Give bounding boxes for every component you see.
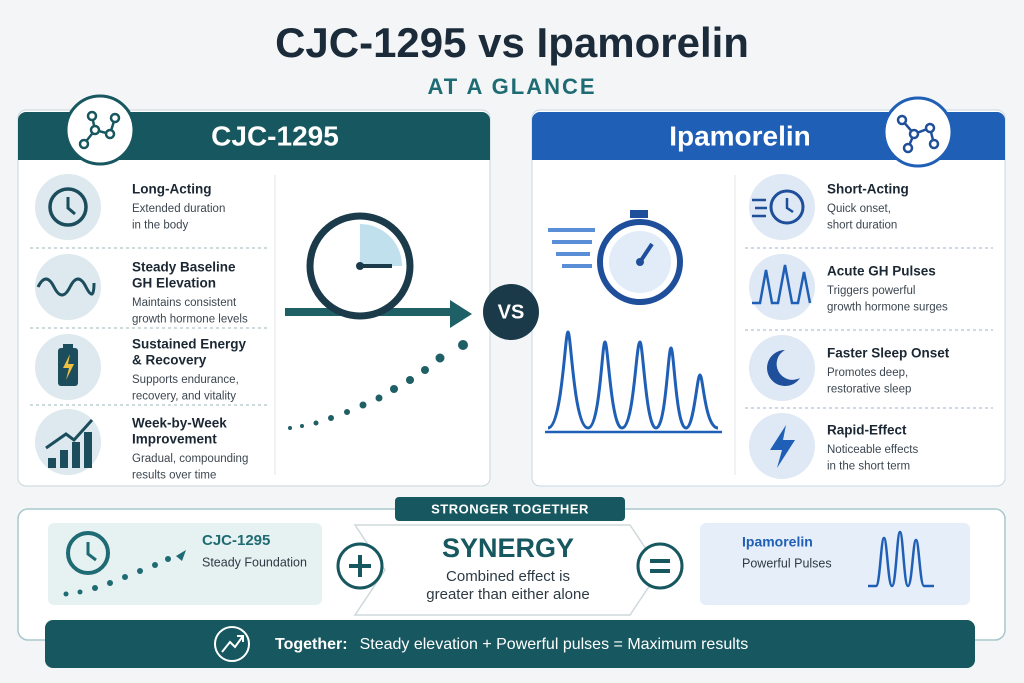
synergy-right-subtitle: Powerful Pulses xyxy=(742,556,832,570)
item-description: growth hormone surges xyxy=(827,302,948,314)
clock-illustration xyxy=(285,212,472,430)
footer-banner xyxy=(45,620,975,668)
synergy-left-icon xyxy=(63,531,186,597)
subtitle: AT A GLANCE xyxy=(427,74,596,99)
item-description: Quick onset, xyxy=(827,203,891,215)
badge-label: STRONGER TOGETHER xyxy=(431,501,589,516)
synergy-right-title: Ipamorelin xyxy=(742,534,813,550)
equals-icon xyxy=(636,542,684,590)
vs-badge xyxy=(483,284,539,340)
trend-icon xyxy=(214,626,250,662)
row-dividers xyxy=(30,247,270,406)
item-description: recovery, and vitality xyxy=(132,391,236,403)
left-icons xyxy=(35,174,101,475)
badge xyxy=(395,497,625,521)
item-description: Maintains consistent xyxy=(132,297,237,309)
panel-left-header xyxy=(18,112,490,160)
item-description: results over time xyxy=(132,470,216,482)
synergy-left-subtitle: Steady Foundation xyxy=(202,555,307,569)
equals xyxy=(650,559,670,573)
panel-title: Ipamorelin xyxy=(669,120,811,151)
item-title: Steady Baseline xyxy=(132,260,236,275)
molecule xyxy=(78,110,121,150)
item-description: in the body xyxy=(132,220,189,232)
item-description: in the short term xyxy=(827,461,910,473)
item-description: Extended duration xyxy=(132,203,225,215)
item-title: Rapid-Effect xyxy=(827,423,907,438)
synergy-chevron xyxy=(353,524,661,616)
item-title: Long-Acting xyxy=(132,182,211,197)
stopwatch-illustration xyxy=(545,210,722,434)
synergy-right-box xyxy=(700,523,970,605)
row-dividers xyxy=(745,247,993,409)
item-description: Promotes deep, xyxy=(827,367,908,379)
synergy-line: greater than either alone xyxy=(426,586,589,603)
synergy-left-title: CJC-1295 xyxy=(202,532,270,549)
item-description: Gradual, compounding xyxy=(132,453,248,465)
molecule xyxy=(896,114,940,154)
item-title: Acute GH Pulses xyxy=(827,264,936,279)
vs-label: VS xyxy=(498,301,525,323)
item-description: restorative sleep xyxy=(827,384,911,396)
trend xyxy=(221,635,244,653)
item-description: Noticeable effects xyxy=(827,444,918,456)
synergy-line: Combined effect is xyxy=(446,568,570,585)
plus xyxy=(349,555,371,577)
item-description: short duration xyxy=(827,220,897,232)
item-title: GH Elevation xyxy=(132,276,216,291)
item-title: Faster Sleep Onset xyxy=(827,346,950,361)
item-title: Sustained Energy xyxy=(132,337,247,352)
item-description: Triggers powerful xyxy=(827,285,915,297)
footer-label: Together: xyxy=(275,636,348,653)
item-description: Supports endurance, xyxy=(132,374,239,386)
right-icons xyxy=(749,174,815,479)
panel-title: CJC-1295 xyxy=(211,120,339,151)
synergy-title: SYNERGY xyxy=(442,533,574,563)
synergy-left-box xyxy=(48,523,322,605)
pulse-icon xyxy=(868,530,934,588)
item-title: & Recovery xyxy=(132,353,207,368)
item-title: Improvement xyxy=(132,432,217,447)
item-description: growth hormone levels xyxy=(132,314,248,326)
item-title: Week-by-Week xyxy=(132,416,227,431)
title: CJC-1295 vs Ipamorelin xyxy=(275,19,749,66)
item-title: Short-Acting xyxy=(827,182,909,197)
footer-text: Steady elevation + Powerful pulses = Max… xyxy=(360,636,749,653)
